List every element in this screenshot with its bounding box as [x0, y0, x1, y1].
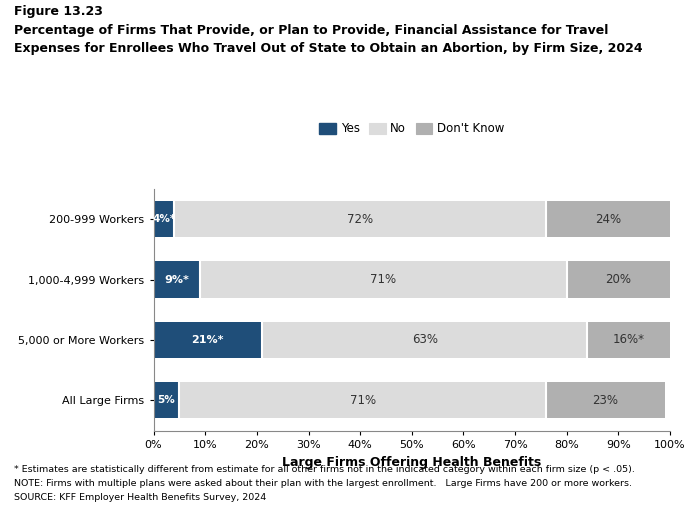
Text: 24%: 24% — [595, 213, 621, 226]
Text: 71%: 71% — [371, 273, 396, 286]
Text: 21%*: 21%* — [191, 335, 224, 345]
Bar — [154, 322, 262, 358]
Text: Figure 13.23: Figure 13.23 — [14, 5, 103, 18]
Bar — [546, 201, 670, 237]
Bar — [154, 382, 179, 418]
Text: 72%: 72% — [347, 213, 373, 226]
Bar — [262, 322, 588, 358]
X-axis label: Large Firms Offering Health Benefits: Large Firms Offering Health Benefits — [282, 456, 542, 469]
Text: SOURCE: KFF Employer Health Benefits Survey, 2024: SOURCE: KFF Employer Health Benefits Sur… — [14, 493, 266, 502]
Text: 71%: 71% — [350, 394, 376, 407]
Text: 20%: 20% — [605, 273, 632, 286]
Bar — [567, 261, 670, 298]
Bar — [588, 322, 670, 358]
Text: 4%*: 4%* — [152, 214, 175, 224]
Bar — [154, 201, 174, 237]
Bar — [546, 382, 665, 418]
Text: * Estimates are statistically different from estimate for all other firms not in: * Estimates are statistically different … — [14, 465, 635, 474]
Text: 23%: 23% — [593, 394, 618, 407]
Bar — [154, 261, 200, 298]
Text: 63%: 63% — [412, 333, 438, 346]
Text: 9%*: 9%* — [164, 275, 189, 285]
Text: 16%*: 16%* — [613, 333, 645, 346]
Text: Percentage of Firms That Provide, or Plan to Provide, Financial Assistance for T: Percentage of Firms That Provide, or Pla… — [14, 24, 643, 55]
Text: 5%: 5% — [158, 395, 175, 405]
Bar — [200, 261, 567, 298]
Text: NOTE: Firms with multiple plans were asked about their plan with the largest enr: NOTE: Firms with multiple plans were ask… — [14, 479, 632, 488]
Bar — [174, 201, 546, 237]
Bar — [179, 382, 546, 418]
Legend: Yes, No, Don't Know: Yes, No, Don't Know — [315, 118, 509, 140]
